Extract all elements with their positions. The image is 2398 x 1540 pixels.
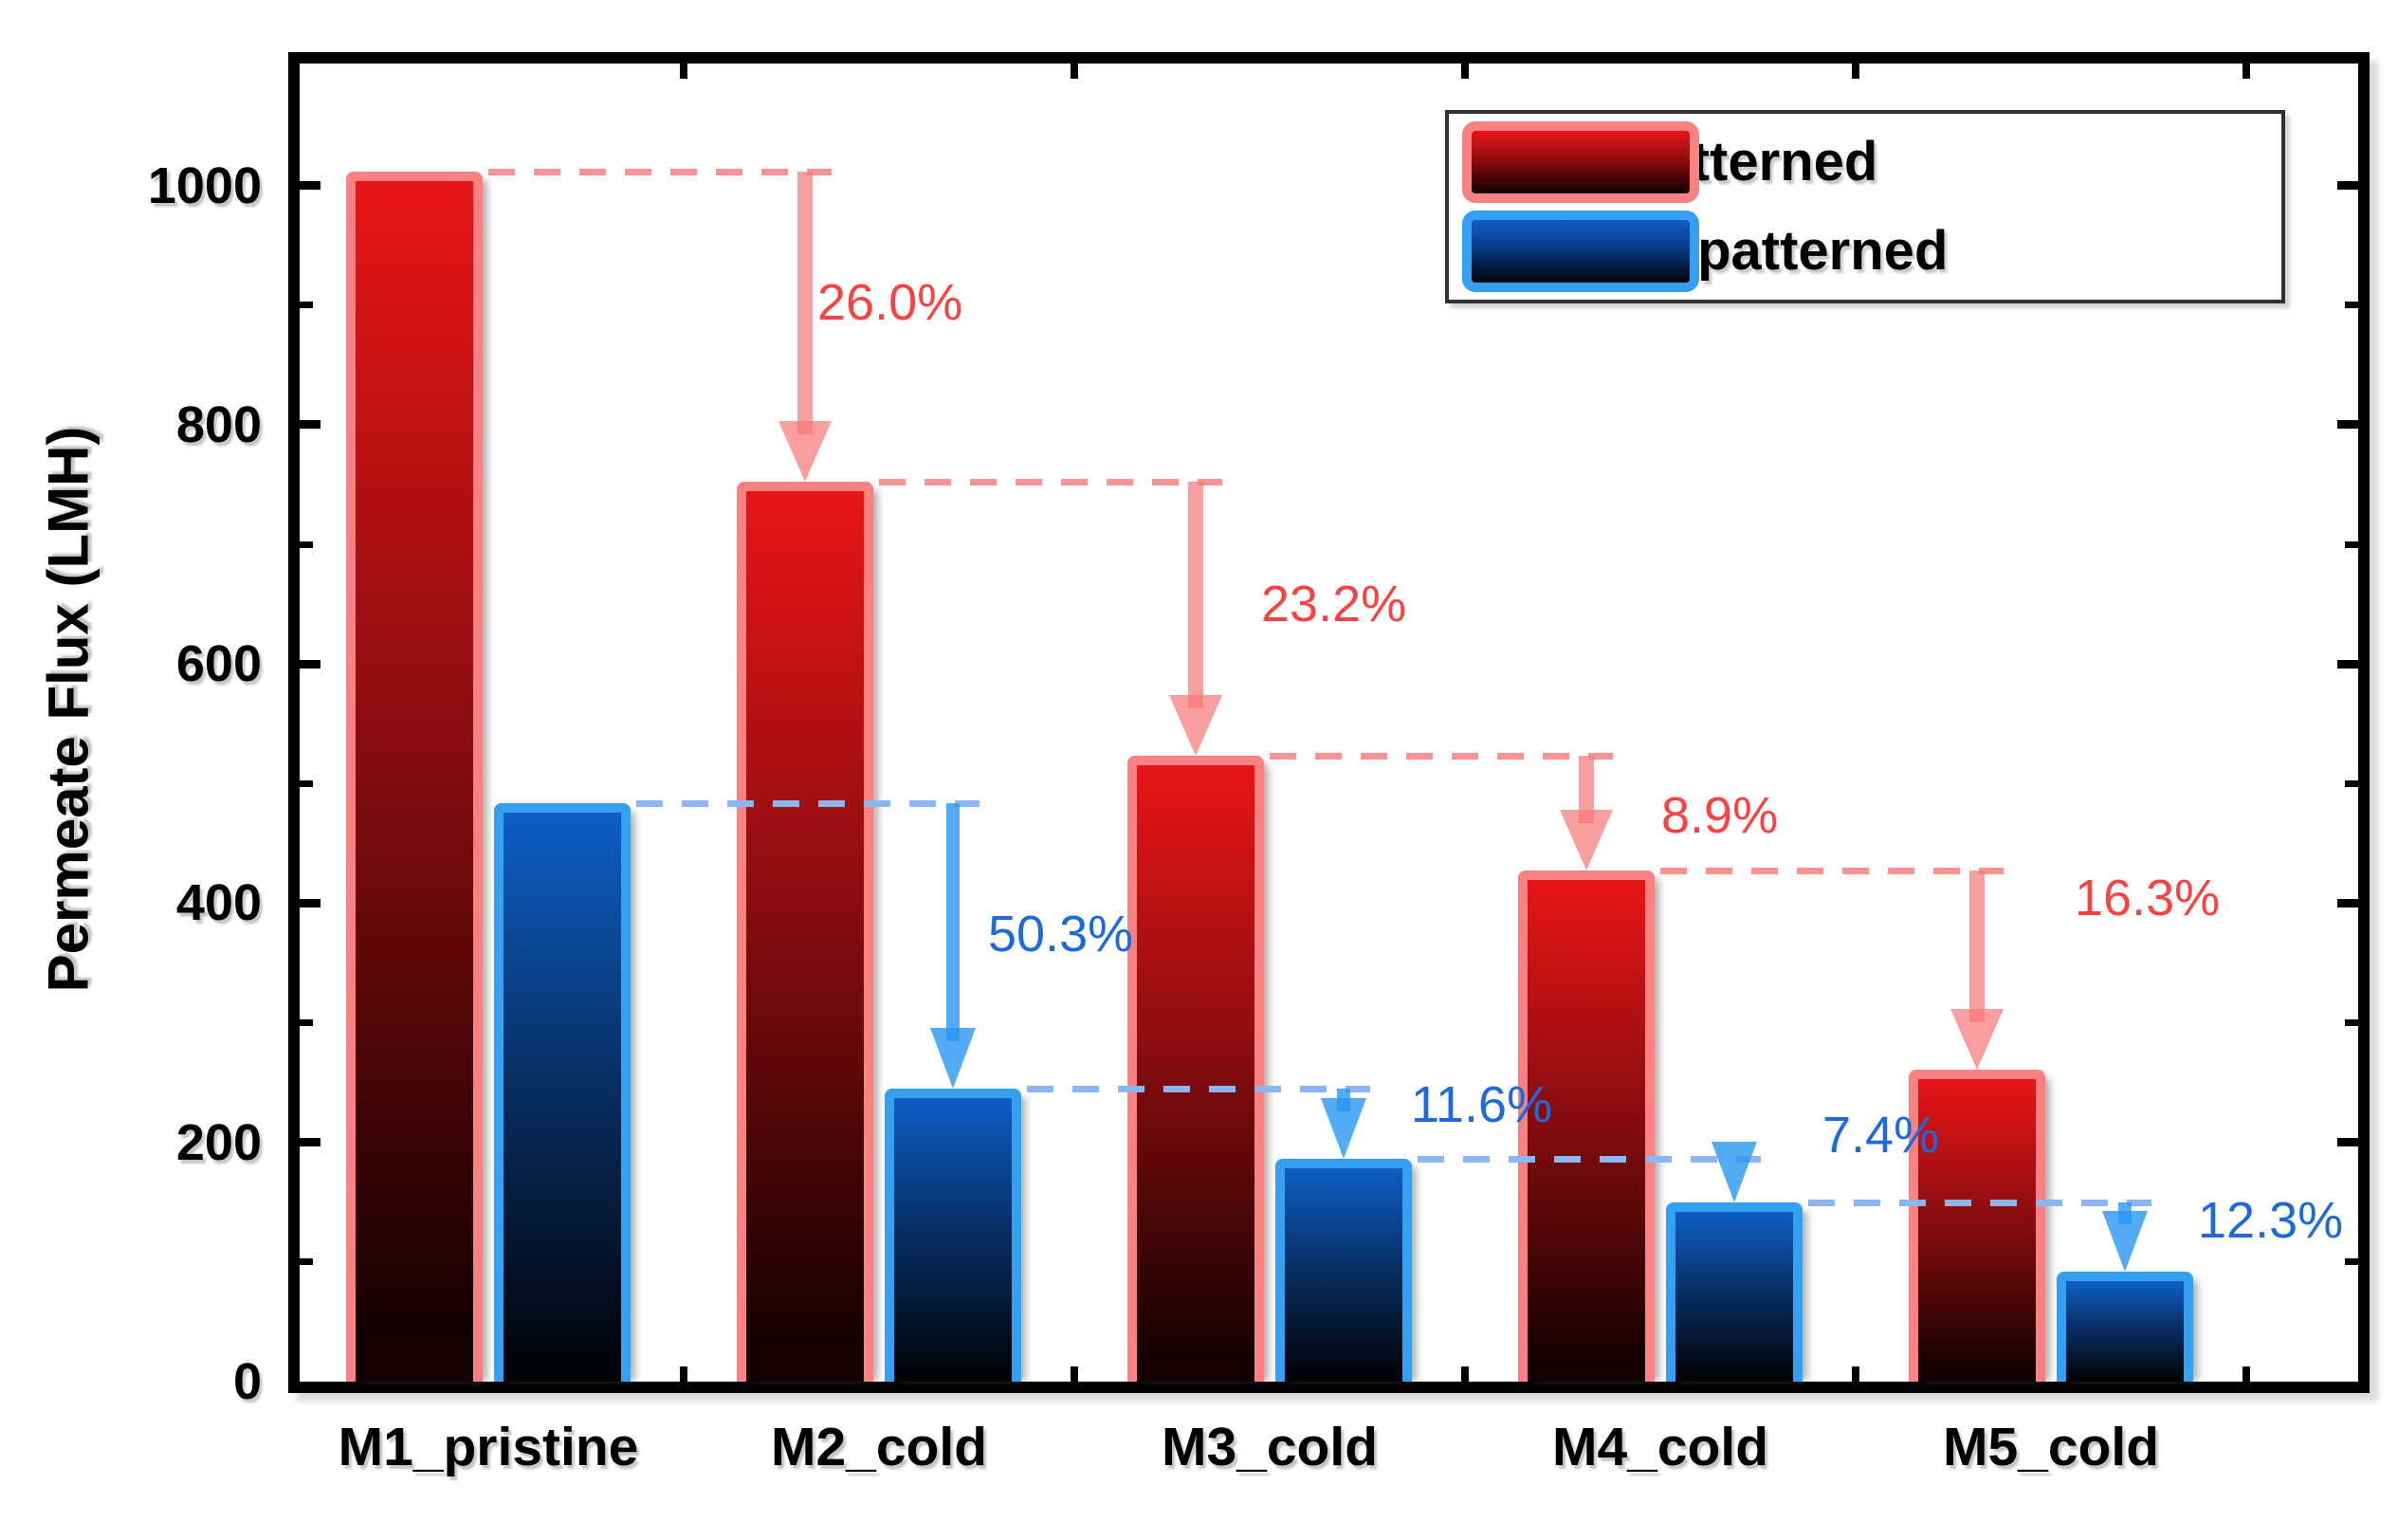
category-label-M5_cold: M5_cold [1942, 1417, 2160, 1477]
x-axis-tick [1461, 1366, 1469, 1382]
bar-unpatterned-M4_cold [1666, 1201, 1803, 1382]
category-label-M3_cold: M3_cold [1161, 1417, 1379, 1477]
drop-percent-label: 50.3% [988, 906, 1134, 962]
x-axis-tick-top [2242, 64, 2250, 79]
y-axis-tick [300, 541, 313, 548]
y-axis-tick-right [2345, 302, 2358, 309]
drop-arrow-head [1712, 1141, 1757, 1202]
x-axis-tick [1071, 1366, 1078, 1382]
bar-patterned-M3_cold [1127, 756, 1264, 1382]
y-axis-tick-right [2337, 898, 2358, 908]
y-axis-tick-label: 800 [175, 395, 262, 453]
y-axis-tick-right [2345, 779, 2358, 787]
bar-patterned-M4_cold [1518, 871, 1655, 1382]
drop-connector-dash [1418, 1156, 1761, 1164]
drop-connector-dash [1270, 753, 1613, 761]
y-axis-tick [300, 420, 320, 430]
category-label-M2_cold: M2_cold [770, 1417, 988, 1477]
drop-connector-dash [879, 479, 1222, 486]
drop-percent-label: 11.6% [1411, 1076, 1553, 1133]
drop-connector-dash [1027, 1085, 1370, 1092]
y-axis-tick-label: 200 [175, 1113, 262, 1171]
x-axis-tick [2242, 1366, 2250, 1382]
y-axis-tick-right [2345, 1258, 2358, 1266]
drop-arrow-shaft [1579, 756, 1594, 824]
legend-item-unpatterned: HFPS Unpatterned [1462, 211, 2268, 292]
drop-percent-label: 7.4% [1822, 1107, 1940, 1164]
drop-connector-dash [488, 168, 832, 175]
bar-patterned-M5_cold [1909, 1069, 2045, 1382]
drop-arrow-head [778, 421, 832, 483]
y-axis-tick-right [2337, 659, 2358, 669]
drop-connector-dash [1660, 868, 2004, 875]
y-axis-tick [300, 898, 320, 908]
drop-percent-label: 26.0% [817, 274, 963, 331]
bar-unpatterned-M1_pristine [494, 802, 631, 1382]
drop-arrow-shaft [1969, 871, 1985, 1022]
y-axis-tick-right [2337, 420, 2358, 430]
bar-unpatterned-M5_cold [2057, 1271, 2193, 1382]
drop-arrow-head [930, 1027, 976, 1089]
y-axis-tick-label: 400 [175, 874, 262, 932]
bar-patterned-M2_cold [737, 482, 873, 1382]
legend-swatch-unpatterned-icon [1462, 211, 1699, 292]
y-axis-tick [300, 181, 320, 191]
drop-arrow-head [1560, 810, 1613, 871]
plot-frame [288, 52, 2370, 1393]
y-axis-tick-label: 1000 [147, 156, 262, 214]
x-axis-tick-top [1071, 64, 1078, 79]
bar-unpatterned-M2_cold [885, 1088, 1021, 1382]
drop-arrow-head [1321, 1098, 1366, 1160]
y-axis-tick-right [2345, 541, 2358, 548]
y-axis-tick [300, 1138, 320, 1147]
x-axis-tick-top [680, 64, 687, 79]
drop-connector-dash [636, 799, 979, 807]
category-label-M1_pristine: M1_pristine [338, 1417, 639, 1477]
y-axis-tick-right [2345, 1019, 2358, 1027]
x-axis-tick-top [1852, 64, 1859, 79]
drop-arrow-shaft [1188, 482, 1203, 709]
drop-connector-dash [1808, 1199, 2151, 1206]
y-axis-tick-right [2337, 1138, 2358, 1147]
drop-arrow-shaft [946, 802, 960, 1041]
y-axis-tick [300, 1019, 313, 1027]
drop-arrow-head [2102, 1210, 2148, 1272]
drop-percent-label: 8.9% [1661, 787, 1779, 844]
x-axis-tick [1852, 1366, 1859, 1382]
bar-unpatterned-M3_cold [1275, 1159, 1412, 1382]
y-axis-tick-label: 600 [175, 635, 262, 693]
legend: HFPS Patterned HFPS Unpatterned [1445, 110, 2285, 303]
drop-arrow-head [1950, 1008, 2004, 1070]
bar-patterned-M1_pristine [346, 171, 483, 1382]
y-axis-tick [300, 779, 313, 787]
y-axis-tick [300, 1258, 313, 1266]
y-axis-tick [300, 302, 313, 309]
category-label-M4_cold: M4_cold [1551, 1417, 1769, 1477]
legend-swatch-patterned-icon [1462, 121, 1699, 203]
y-axis-tick [300, 659, 320, 669]
y-axis-tick-label: 0 [232, 1353, 262, 1410]
drop-percent-label: 12.3% [2198, 1192, 2344, 1249]
drop-percent-label: 16.3% [2075, 870, 2221, 926]
legend-item-patterned: HFPS Patterned [1462, 121, 2268, 203]
drop-arrow-head [1169, 695, 1222, 757]
y-axis-tick-right [2337, 181, 2358, 191]
x-axis-tick [680, 1366, 687, 1382]
drop-arrow-shaft [797, 171, 813, 435]
x-axis-tick-top [1461, 64, 1469, 79]
drop-percent-label: 23.2% [1261, 576, 1407, 632]
